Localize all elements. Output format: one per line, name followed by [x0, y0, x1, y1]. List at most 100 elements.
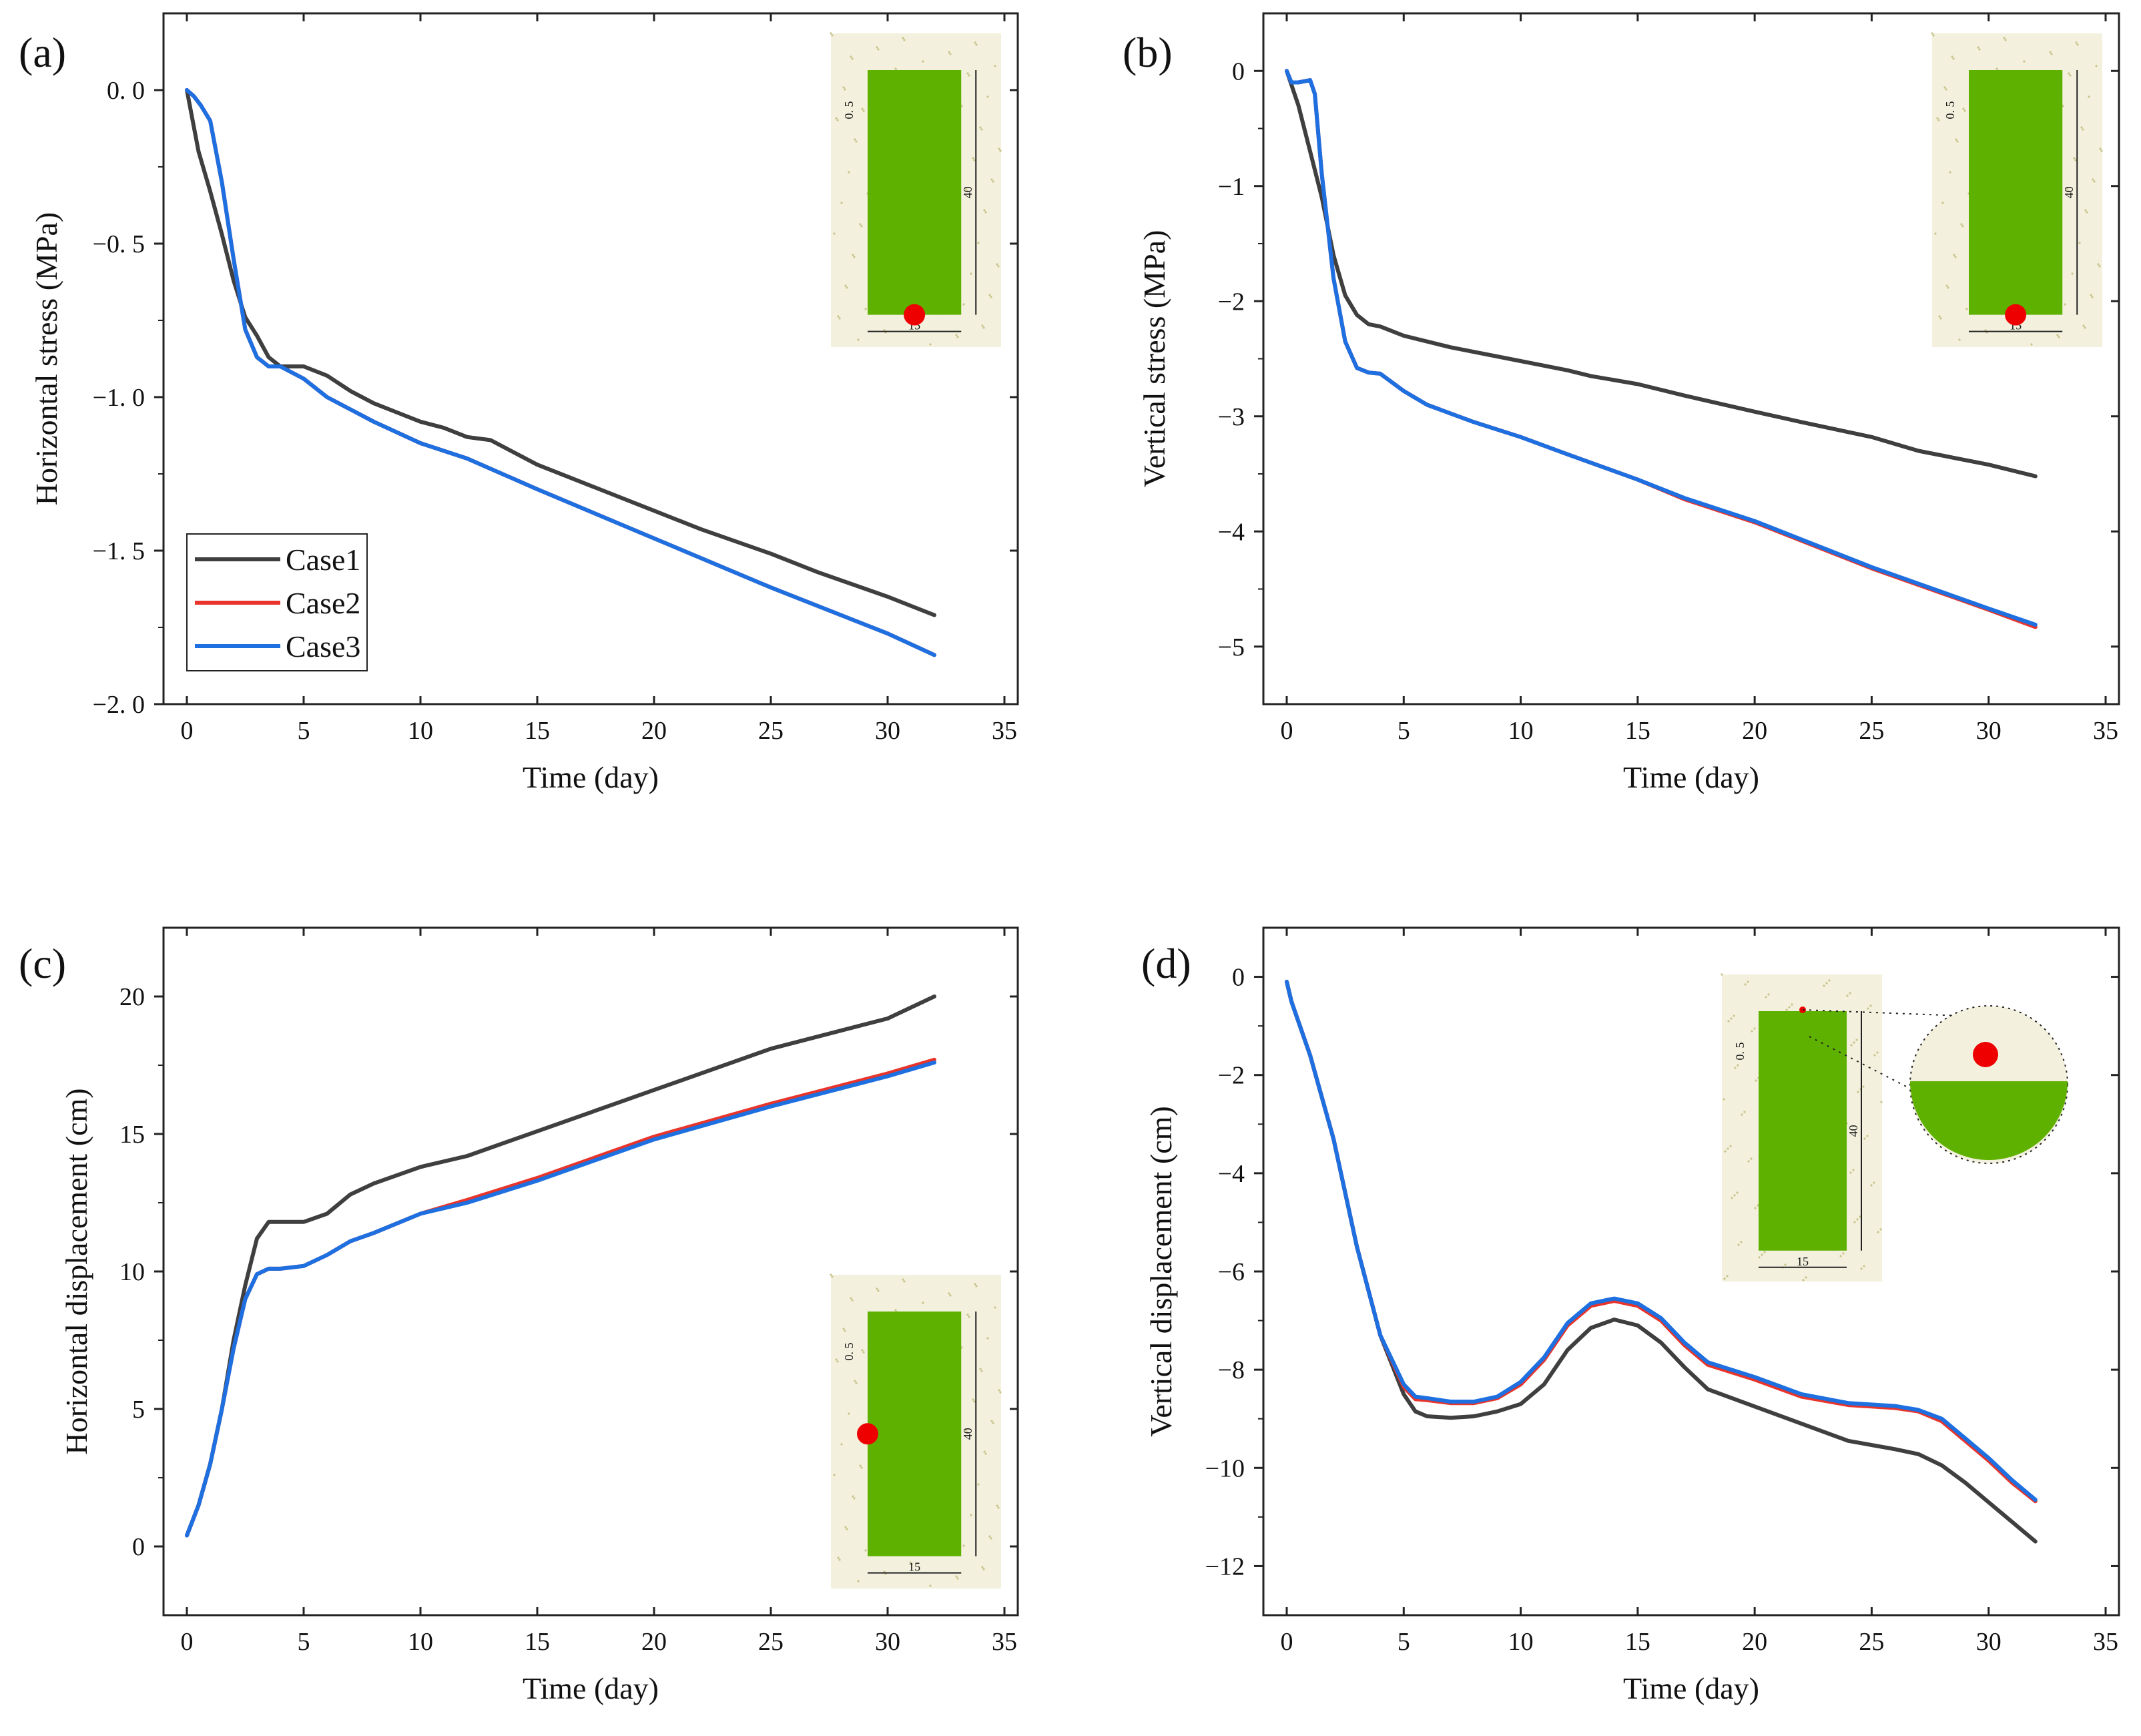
inset-soil-speckle: [1850, 1044, 1853, 1047]
inset-soil-speckle: [855, 1382, 858, 1384]
inset-soil-speckle: [1737, 1064, 1739, 1067]
inset-soil-speckle: [830, 1273, 832, 1276]
inset-soil-speckle: [996, 1504, 998, 1507]
inset-soil-speckle: [962, 303, 965, 306]
inset-soil-speckle: [948, 1292, 950, 1295]
x-tick-label: 0: [1281, 717, 1293, 745]
panel-c: (c) 0 5 10 15 20 25 30 35 0 5 10 15 20 Time (day) Horiz…: [19, 926, 1019, 1705]
inset-soil-speckle: [988, 294, 991, 296]
y-tick-label: 15: [119, 1121, 145, 1149]
inset-soil-speckle: [1945, 88, 1947, 91]
inset-soil-speckle: [1849, 992, 1851, 994]
inset-soil-speckle: [1863, 1265, 1865, 1267]
plot-frame: [162, 12, 1019, 705]
y-tick-label: −3: [1218, 403, 1245, 431]
y-tick-label: −1: [1218, 173, 1245, 201]
inset-soil-speckle: [1863, 1137, 1866, 1140]
series-line-case1: [1285, 69, 2038, 479]
inset-soil-speckle: [2056, 334, 2059, 336]
inset-monitoring-point: [2005, 304, 2027, 326]
inset-soil-speckle: [990, 178, 993, 181]
inset-soil-speckle: [1937, 119, 1940, 121]
x-tick-label: 5: [298, 717, 310, 745]
inset-soil-speckle: [1754, 1207, 1757, 1209]
inset-soil-speckle: [1852, 1169, 1855, 1171]
inset-soil-speckle: [975, 43, 978, 46]
inset-soil-speckle: [876, 46, 878, 49]
x-tick-label: 20: [641, 1628, 667, 1656]
x-tick-label: 30: [1976, 717, 2002, 745]
inset-soil-speckle: [998, 148, 1000, 150]
y-tick-label: 10: [119, 1258, 145, 1286]
inset-soil-speckle: [2030, 343, 2033, 346]
inset-soil-speckle: [876, 1287, 878, 1290]
inset-soil-speckle: [844, 1330, 846, 1332]
inset-soil-speckle: [1734, 1067, 1737, 1069]
inset-soil-speckle: [2080, 126, 2083, 129]
inset-soil-speckle: [1860, 1267, 1863, 1270]
inset-soil-speckle: [1963, 109, 1966, 112]
inset-soil-speckle: [999, 1391, 1002, 1394]
x-tick-label: 25: [1859, 1628, 1884, 1656]
inset-soil-speckle: [973, 1400, 976, 1403]
inset-soil-speckle: [974, 41, 976, 44]
inset-soil-speckle: [861, 107, 864, 110]
inset-soil-speckle: [2093, 180, 2096, 183]
y-tick-label: −4: [1218, 1160, 1245, 1188]
x-tick-label: 10: [1508, 1628, 1534, 1656]
inset-label-width: 15: [1797, 1255, 1809, 1268]
y-tick-label: −1. 0: [93, 384, 145, 412]
x-tick-label: 10: [408, 717, 433, 745]
inset-soil-speckle: [999, 150, 1002, 152]
panel-label: (d): [1141, 940, 1191, 987]
inset-soil-speckle: [1765, 996, 1767, 998]
series-line-case3: [185, 1060, 936, 1538]
x-tick-label: 25: [758, 717, 784, 745]
inset-soil-speckle: [2097, 263, 2100, 266]
inset-soil-speckle: [853, 1497, 856, 1500]
y-tick-label: −2: [1218, 1062, 1245, 1090]
inset-soil-speckle: [1853, 1041, 1855, 1044]
x-tick-label: 15: [525, 1628, 550, 1656]
panel-a: (a) 0 5 10 15 20 25 30 35 0. 0 −0. 5 −1. 0 −1. 5 −2. …: [19, 12, 1019, 794]
x-tick-label: 30: [875, 717, 900, 745]
inset-soil-speckle: [992, 180, 994, 183]
x-tick-label: 20: [641, 717, 667, 745]
y-axis-title: Vertical displacement (cm): [1144, 1106, 1178, 1437]
panel-label: (b): [1123, 29, 1173, 76]
inset-soil-speckle: [1945, 284, 1948, 287]
x-tick-label: 35: [2093, 1628, 2118, 1656]
inset-soil-speckle: [2100, 150, 2103, 152]
inset-soil-speckle: [1761, 1253, 1763, 1256]
inset-soil-speckle: [990, 1537, 992, 1540]
inset-soil-speckle: [1733, 1194, 1736, 1197]
inset-soil-speckle: [977, 242, 980, 244]
inset-soil-speckle: [968, 74, 970, 77]
inset-soil-speckle: [1727, 1020, 1730, 1023]
inset-label-top: 0. 5: [842, 101, 856, 119]
inset-green-block: [1969, 70, 2063, 315]
inset-soil-speckle: [970, 1514, 972, 1516]
inset-soil-speckle: [1785, 1008, 1788, 1011]
inset-soil-speckle: [1949, 171, 1951, 174]
inset-soil-speckle: [1744, 983, 1747, 986]
inset-soil-speckle: [1729, 1145, 1732, 1147]
inset-soil-speckle: [964, 1429, 967, 1432]
series-line-case1: [185, 88, 936, 617]
inset-soil-speckle: [968, 1316, 970, 1318]
x-tick-label: 25: [758, 1628, 784, 1656]
inset-soil-speckle: [1953, 254, 1955, 256]
inset-soil-speckle: [1755, 1079, 1757, 1082]
inset-soil-speckle: [1934, 232, 1937, 235]
inset-soil-speckle: [1855, 1039, 1858, 1041]
inset-soil-speckle: [1747, 980, 1749, 983]
inset-soil-speckle: [1736, 1191, 1739, 1194]
y-tick-label: 0: [1232, 57, 1245, 85]
inset-soil-speckle: [864, 1549, 867, 1552]
inset-soil-speckle: [850, 55, 852, 58]
inset-soil-speckle: [982, 326, 985, 329]
inset-soil-speckle: [851, 57, 854, 60]
inset-soil-speckle: [1958, 338, 1961, 341]
inset-label-width: 15: [908, 1560, 920, 1574]
